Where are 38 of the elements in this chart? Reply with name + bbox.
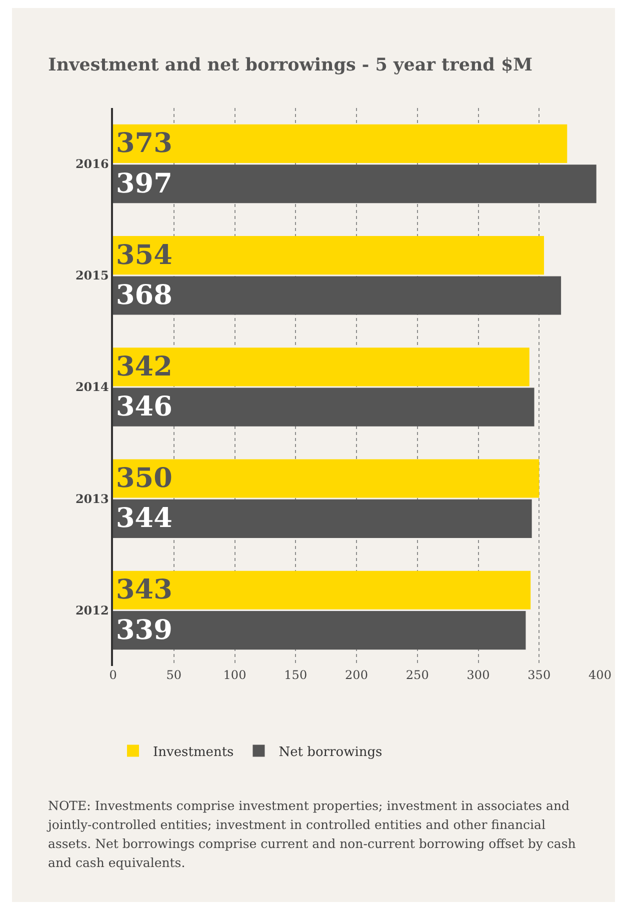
- bar: [113, 236, 544, 275]
- data-label: 339: [116, 614, 172, 646]
- data-label: 373: [116, 128, 172, 160]
- x-tick-label: 300: [466, 668, 490, 682]
- y-tick-label: 2012: [75, 603, 109, 618]
- data-label: 368: [116, 280, 172, 311]
- data-label: 346: [116, 392, 172, 423]
- y-tick-label: 2016: [75, 157, 109, 171]
- x-tick-label: 50: [166, 668, 182, 682]
- bar: [113, 276, 562, 315]
- bar: [113, 570, 531, 610]
- x-tick-label: 0: [109, 668, 117, 682]
- chart-title: Investment and net borrowings - 5 year trend $M: [48, 55, 533, 76]
- bar: [113, 459, 540, 498]
- x-tick-label: 200: [345, 668, 368, 682]
- x-tick-label: 350: [528, 668, 551, 682]
- data-label: 397: [116, 168, 172, 200]
- x-tick-label: 150: [284, 668, 308, 682]
- data-label: 350: [116, 463, 172, 494]
- bar: [113, 611, 526, 650]
- bar: [113, 164, 596, 204]
- data-label: 354: [116, 240, 172, 271]
- legend-label: Net borrowings: [278, 744, 382, 760]
- bar: [113, 348, 530, 386]
- legend-label: Investments: [153, 744, 234, 760]
- y-tick-label: 2014: [75, 380, 109, 394]
- x-tick-label: 250: [406, 668, 429, 682]
- x-tick-label: 100: [223, 668, 246, 682]
- y-tick-label: 2013: [75, 492, 109, 506]
- bar: [113, 124, 568, 163]
- data-label: 343: [116, 574, 172, 606]
- y-tick-label: 2015: [75, 268, 109, 283]
- data-label: 342: [116, 351, 172, 382]
- data-label: 344: [116, 503, 172, 534]
- bar: [113, 388, 534, 426]
- bar: [113, 499, 532, 538]
- text: NOTE: Investments comprise investment properties; investment in associates and jointly-controlled entities; investment in controlled entities and other financial assets. Net borrowings comprise current and non-current borrowing offset by cash and cash equivalents.: [48, 797, 577, 872]
- x-tick-label: 400: [588, 668, 612, 682]
